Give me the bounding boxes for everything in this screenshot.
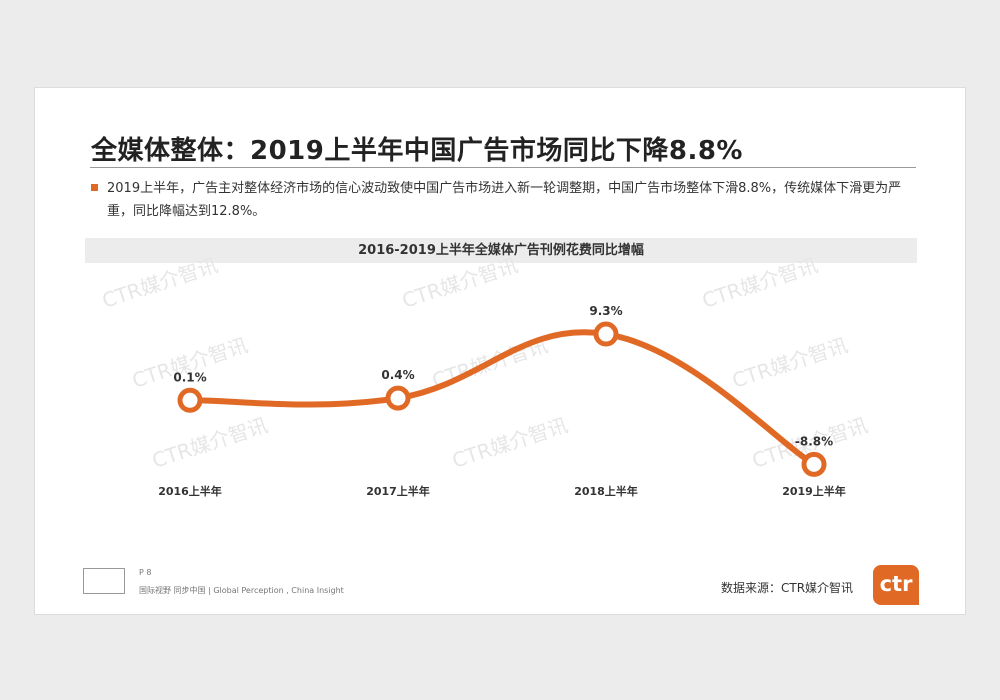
data-label: 0.4% bbox=[381, 368, 414, 382]
watermark-text: CTR媒介智讯 bbox=[99, 253, 221, 313]
watermark-text: CTR媒介智讯 bbox=[149, 413, 271, 473]
data-label: 0.1% bbox=[173, 370, 206, 384]
data-point bbox=[177, 387, 203, 413]
watermark-text: CTR媒介智讯 bbox=[399, 253, 521, 313]
data-label: -8.8% bbox=[795, 434, 833, 448]
summary-text: 2019上半年，广告主对整体经济市场的信心波动致使中国广告市场进入新一轮调整期，… bbox=[107, 181, 902, 219]
data-point bbox=[801, 451, 827, 477]
category-label: 2016上半年 bbox=[158, 484, 222, 498]
category-label: 2018上半年 bbox=[574, 484, 638, 498]
slide: 全媒体整体：2019上半年中国广告市场同比下降8.8% 2019上半年，广告主对… bbox=[34, 87, 966, 615]
chart-title-bar: 2016-2019上半年全媒体广告刊例花费同比增幅 bbox=[85, 238, 917, 263]
ctr-logo: ctr bbox=[873, 565, 919, 605]
data-label: 9.3% bbox=[589, 304, 622, 318]
line-chart: CTR媒介智讯 CTR媒介智讯 CTR媒介智讯 CTR媒介智讯 CTR媒介智讯 CTR媒介… bbox=[99, 253, 871, 498]
watermark-text: CTR媒介智讯 bbox=[699, 253, 821, 313]
data-point bbox=[385, 385, 411, 411]
data-point bbox=[593, 321, 619, 347]
chart-title: 2016-2019上半年全媒体广告刊例花费同比增幅 bbox=[358, 243, 644, 258]
category-label: 2017上半年 bbox=[366, 484, 430, 498]
title-divider bbox=[90, 167, 916, 168]
footer-logo bbox=[83, 568, 125, 594]
data-source: 数据来源：CTR媒介智讯 bbox=[721, 581, 854, 595]
watermark-text: CTR媒介智讯 bbox=[449, 413, 571, 473]
bullet-marker bbox=[91, 184, 98, 191]
footer-tagline: 国际视野 同步中国 | Global Perception , China In… bbox=[139, 586, 344, 595]
page-number: P 8 bbox=[139, 568, 152, 577]
slide-title: 全媒体整体：2019上半年中国广告市场同比下降8.8% bbox=[91, 136, 743, 166]
category-label: 2019上半年 bbox=[782, 484, 846, 498]
series-line bbox=[187, 329, 817, 468]
watermark-text: CTR媒介智讯 bbox=[729, 333, 851, 393]
